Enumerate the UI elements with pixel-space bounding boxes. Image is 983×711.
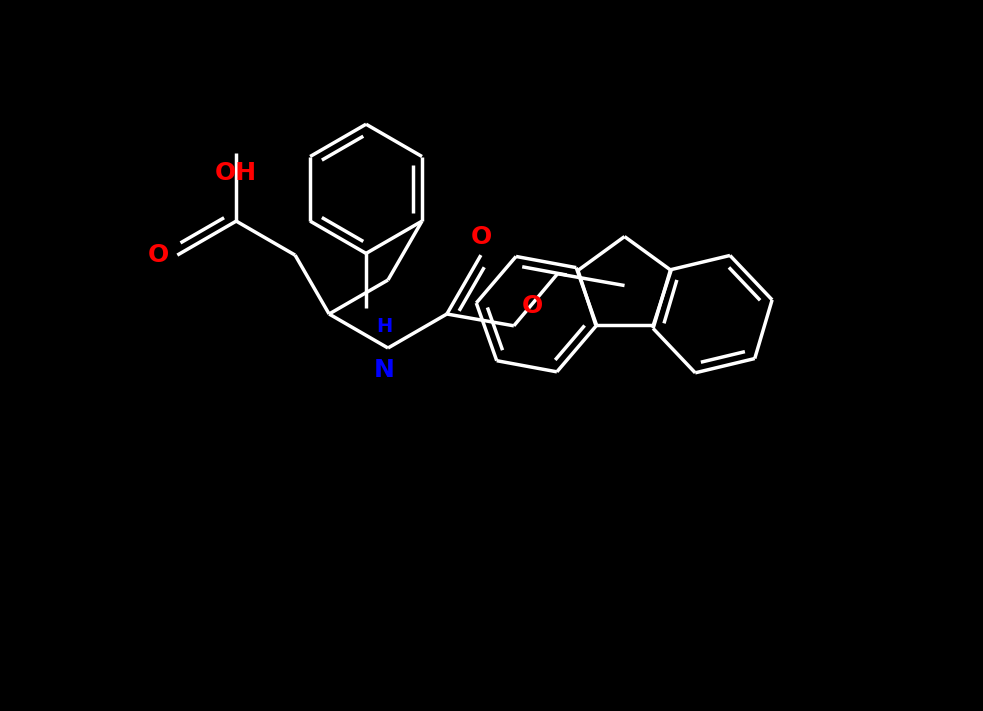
Text: O: O (148, 243, 169, 267)
Text: O: O (470, 225, 492, 249)
Text: OH: OH (215, 161, 258, 185)
Text: O: O (522, 294, 543, 318)
Text: N: N (374, 358, 394, 382)
Text: H: H (376, 317, 392, 336)
